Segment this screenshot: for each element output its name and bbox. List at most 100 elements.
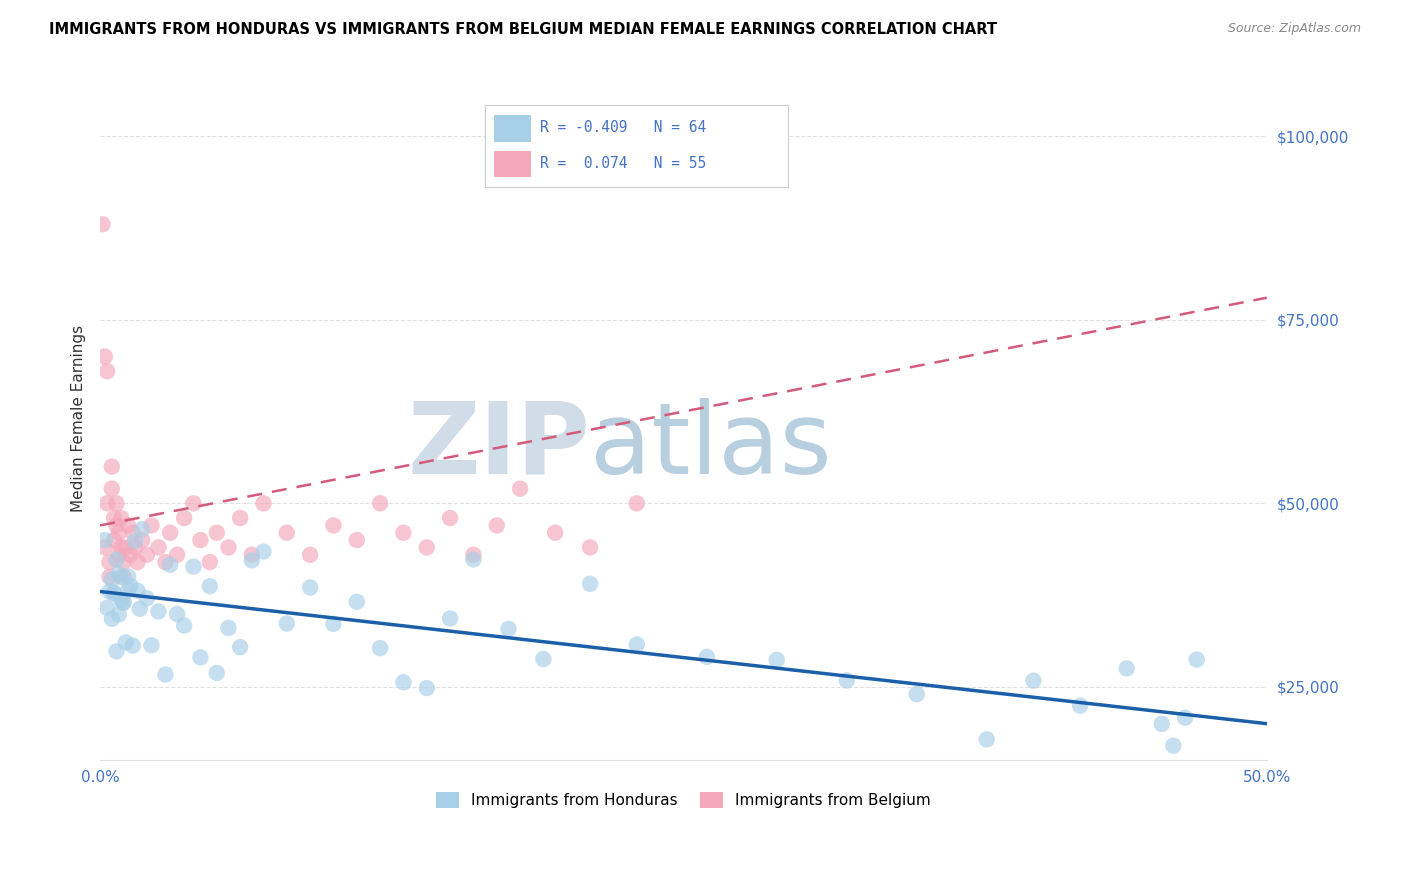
Text: ZIP: ZIP: [408, 398, 591, 495]
Point: [103, 586, 125, 600]
Point: [198, 579, 221, 593]
Point: [544, 525, 567, 540]
Point: [173, 618, 195, 632]
Point: [276, 525, 298, 540]
Point: [148, 605, 170, 619]
Point: [835, 673, 858, 688]
Point: [96, 600, 118, 615]
Point: [190, 650, 212, 665]
Point: [98, 584, 121, 599]
Point: [155, 555, 177, 569]
Point: [299, 548, 322, 562]
Point: [124, 533, 146, 548]
Point: [166, 548, 188, 562]
Point: [626, 637, 648, 651]
Point: [498, 622, 520, 636]
Point: [127, 583, 149, 598]
Point: [1185, 652, 1208, 666]
Point: [392, 525, 415, 540]
Point: [229, 640, 252, 654]
Point: [463, 552, 485, 566]
Point: [159, 525, 181, 540]
Point: [190, 533, 212, 547]
Point: [120, 548, 142, 562]
Point: [509, 482, 531, 496]
Point: [229, 511, 252, 525]
Point: [205, 665, 228, 680]
Point: [252, 496, 274, 510]
Text: IMMIGRANTS FROM HONDURAS VS IMMIGRANTS FROM BELGIUM MEDIAN FEMALE EARNINGS CORRE: IMMIGRANTS FROM HONDURAS VS IMMIGRANTS F…: [49, 22, 997, 37]
Point: [463, 548, 485, 562]
Point: [110, 541, 132, 555]
Point: [91, 217, 114, 231]
Point: [110, 511, 132, 525]
Point: [579, 577, 602, 591]
Point: [198, 555, 221, 569]
Point: [121, 525, 143, 540]
Point: [322, 518, 344, 533]
Point: [533, 652, 555, 666]
Point: [217, 621, 239, 635]
Point: [346, 533, 368, 547]
Point: [155, 667, 177, 681]
Point: [159, 558, 181, 572]
Point: [120, 579, 142, 593]
Point: [905, 687, 928, 701]
Point: [117, 583, 139, 598]
Point: [252, 544, 274, 558]
Point: [276, 616, 298, 631]
Point: [112, 596, 135, 610]
Point: [626, 496, 648, 510]
Point: [346, 595, 368, 609]
Point: [127, 555, 149, 569]
Point: [124, 541, 146, 555]
Point: [103, 586, 125, 600]
Y-axis label: Median Female Earnings: Median Female Earnings: [72, 326, 86, 513]
Point: [141, 518, 163, 533]
Point: [1022, 673, 1045, 688]
Point: [96, 496, 118, 510]
Point: [128, 601, 150, 615]
Point: [696, 649, 718, 664]
Point: [101, 459, 124, 474]
Point: [112, 555, 135, 569]
Point: [1115, 661, 1137, 675]
Text: atlas: atlas: [591, 398, 832, 495]
Point: [368, 641, 391, 656]
Point: [131, 522, 153, 536]
Point: [141, 638, 163, 652]
Point: [101, 612, 124, 626]
Point: [173, 511, 195, 525]
Point: [107, 525, 129, 540]
Text: Source: ZipAtlas.com: Source: ZipAtlas.com: [1227, 22, 1361, 36]
Point: [439, 611, 461, 625]
Point: [103, 533, 125, 547]
Point: [105, 552, 128, 566]
Point: [110, 592, 132, 607]
Point: [579, 541, 602, 555]
Point: [217, 541, 239, 555]
Point: [485, 518, 508, 533]
Point: [110, 570, 132, 584]
Point: [166, 607, 188, 621]
Point: [98, 555, 121, 569]
Point: [94, 350, 117, 364]
Point: [114, 541, 136, 555]
Point: [98, 570, 121, 584]
Point: [121, 639, 143, 653]
Point: [94, 541, 117, 555]
Point: [103, 511, 125, 525]
Point: [1174, 711, 1197, 725]
Point: [112, 595, 135, 609]
Point: [101, 482, 124, 496]
Point: [1069, 698, 1091, 713]
Point: [114, 635, 136, 649]
Point: [117, 569, 139, 583]
Point: [392, 675, 415, 690]
Point: [1150, 717, 1173, 731]
Point: [105, 518, 128, 533]
Point: [101, 572, 124, 586]
Point: [117, 518, 139, 533]
Point: [765, 653, 787, 667]
Point: [183, 559, 205, 574]
